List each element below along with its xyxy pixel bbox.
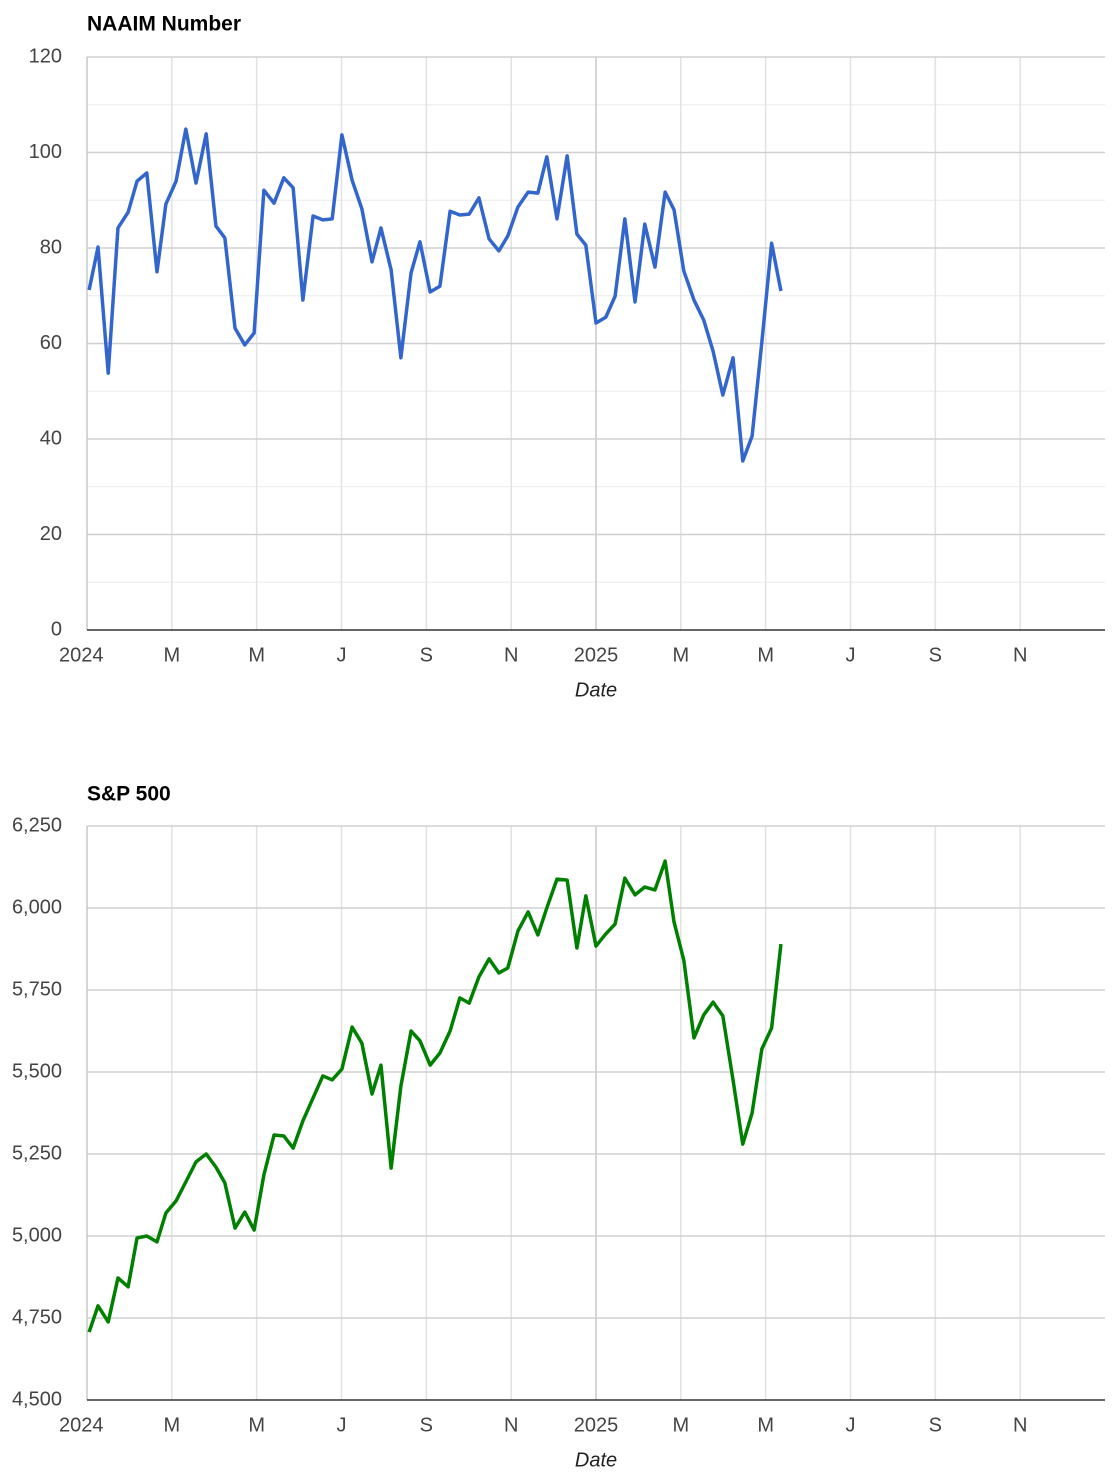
- x-tick-label: J: [846, 644, 856, 666]
- x-tick-label: M: [672, 1414, 689, 1436]
- x-tick-label: M: [163, 1414, 180, 1436]
- x-tick-label: 2025: [574, 1414, 619, 1436]
- y-tick-label: 6,250: [12, 814, 62, 836]
- x-tick-label: 2025: [574, 644, 619, 666]
- x-axis-label: Date: [575, 1449, 617, 1471]
- y-tick-label: 5,250: [12, 1142, 62, 1164]
- x-tick-label: S: [929, 1414, 942, 1436]
- y-tick-label: 60: [40, 332, 62, 354]
- x-tick-label: S: [420, 644, 433, 666]
- x-tick-label: M: [757, 1414, 774, 1436]
- x-tick-label: M: [757, 644, 774, 666]
- y-tick-label: 5,500: [12, 1060, 62, 1082]
- y-tick-label: 100: [29, 141, 62, 163]
- x-tick-label: J: [846, 1414, 856, 1436]
- y-tick-label: 4,750: [12, 1306, 62, 1328]
- x-tick-label: M: [163, 644, 180, 666]
- chart-title: S&P 500: [87, 783, 171, 806]
- y-tick-label: 20: [40, 523, 62, 545]
- x-tick-label: M: [248, 644, 265, 666]
- x-tick-label: S: [420, 1414, 433, 1436]
- x-tick-label: M: [248, 1414, 265, 1436]
- y-tick-label: 5,000: [12, 1224, 62, 1246]
- chart: S&P 500 2024 M M J S N 2025 M M J S N 4,500 4,750 5,000…: [12, 783, 1105, 1471]
- x-tick-label: N: [1013, 1414, 1027, 1436]
- x-tick-label: N: [504, 644, 518, 666]
- y-tick-label: 6,000: [12, 896, 62, 918]
- y-tick-label: 120: [29, 45, 62, 67]
- y-tick-label: 80: [40, 236, 62, 258]
- data-line: [87, 127, 783, 463]
- x-tick-label: J: [337, 1414, 347, 1436]
- chart-title: NAAIM Number: [87, 13, 241, 36]
- y-tick-label: 5,750: [12, 978, 62, 1000]
- y-tick-label: 4,500: [12, 1388, 62, 1410]
- x-tick-label: J: [337, 644, 347, 666]
- y-tick-label: 40: [40, 427, 62, 449]
- x-tick-label: N: [1013, 644, 1027, 666]
- data-line: [87, 859, 783, 1333]
- x-tick-label: M: [672, 644, 689, 666]
- x-axis-label: Date: [575, 679, 617, 701]
- x-tick-label: S: [929, 644, 942, 666]
- x-tick-label: 2024: [59, 1414, 104, 1436]
- chart: NAAIM Number 2024 M M J S N 2025 M M J S N 0 20 40 60 80 1…: [29, 13, 1105, 701]
- y-tick-label: 0: [51, 618, 62, 640]
- x-tick-label: 2024: [59, 644, 104, 666]
- x-tick-label: N: [504, 1414, 518, 1436]
